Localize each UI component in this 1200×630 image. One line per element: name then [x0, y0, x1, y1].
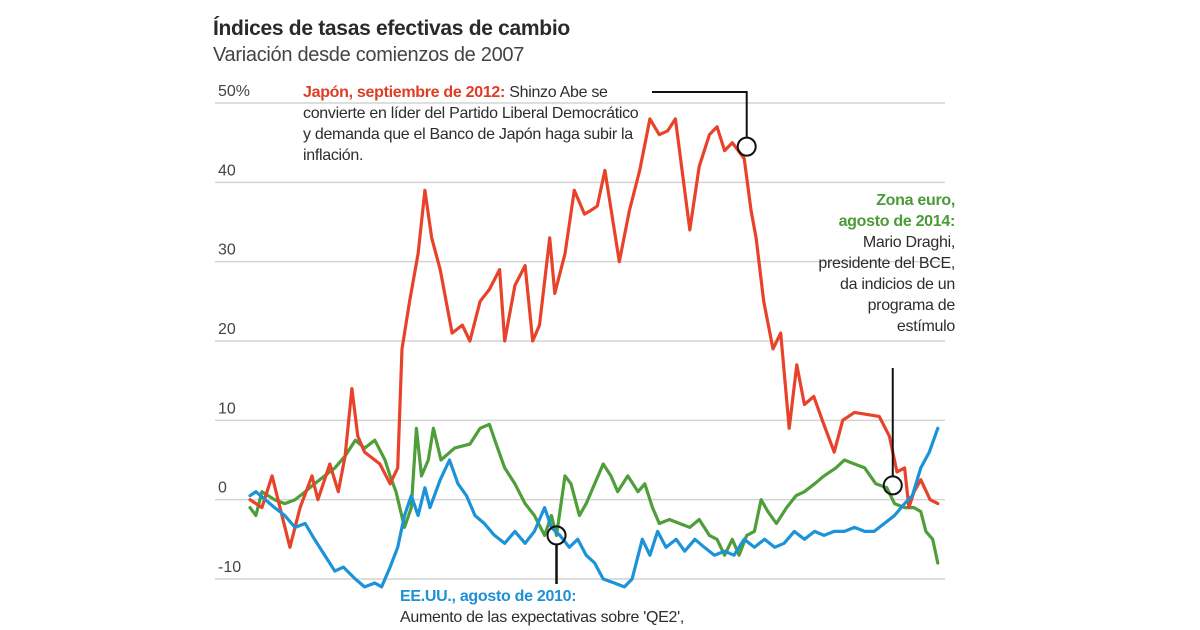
y-tick-label: 0: [218, 480, 227, 497]
y-tick-label: -10: [218, 559, 241, 576]
annotation-japan: Japón, septiembre de 2012: Shinzo Abe se…: [303, 82, 648, 166]
annotation-leaders: [546, 91, 903, 584]
y-axis-ticks: 50% 40 30 20 10 0 -10: [218, 83, 250, 576]
y-tick-label: 50%: [218, 83, 250, 100]
annotation-us-text: Aumento de las expectativas sobre 'QE2',: [400, 609, 685, 626]
annotation-euro-line-2: presidente del BCE,: [818, 255, 955, 272]
y-tick-label: 10: [218, 400, 236, 417]
y-tick-label: 20: [218, 321, 236, 338]
annotation-euro: Zona euro, agosto de 2014: Mario Draghi,…: [770, 190, 955, 337]
annotation-euro-line-1: Mario Draghi,: [862, 234, 955, 251]
chart-title: Índices de tasas efectivas de cambio: [213, 17, 570, 40]
chart-subtitle: Variación desde comienzos de 2007: [213, 44, 525, 66]
annotation-japan-text: Shinzo Abe se convierte en líder del Par…: [303, 84, 639, 164]
series-line-zona-euro: [248, 422, 940, 565]
annotation-euro-line-3: da indicios de un: [840, 276, 955, 293]
annotation-us: EE.UU., agosto de 2010: Aumento de las e…: [400, 586, 820, 628]
annotation-us-highlight: EE.UU., agosto de 2010:: [400, 588, 577, 605]
marker-circle-euro: [882, 475, 903, 496]
series-lines: [248, 117, 940, 589]
series-line-ee-uu: [248, 426, 940, 589]
marker-circle-japan: [736, 136, 757, 157]
series-line-jap-n: [248, 117, 940, 549]
annotation-euro-line-4: programa de: [867, 297, 956, 314]
y-tick-label: 40: [218, 162, 236, 179]
leader-line-japan: [652, 91, 748, 138]
annotation-japan-highlight: Japón, septiembre de 2012:: [303, 84, 506, 101]
y-tick-label: 30: [218, 242, 236, 259]
gridlines: [215, 102, 945, 580]
marker-circle-us: [546, 525, 567, 546]
annotation-euro-highlight-1: Zona euro,: [876, 192, 955, 209]
annotation-euro-highlight-2: agosto de 2014:: [838, 213, 956, 230]
annotation-euro-line-5: estímulo: [896, 318, 955, 335]
